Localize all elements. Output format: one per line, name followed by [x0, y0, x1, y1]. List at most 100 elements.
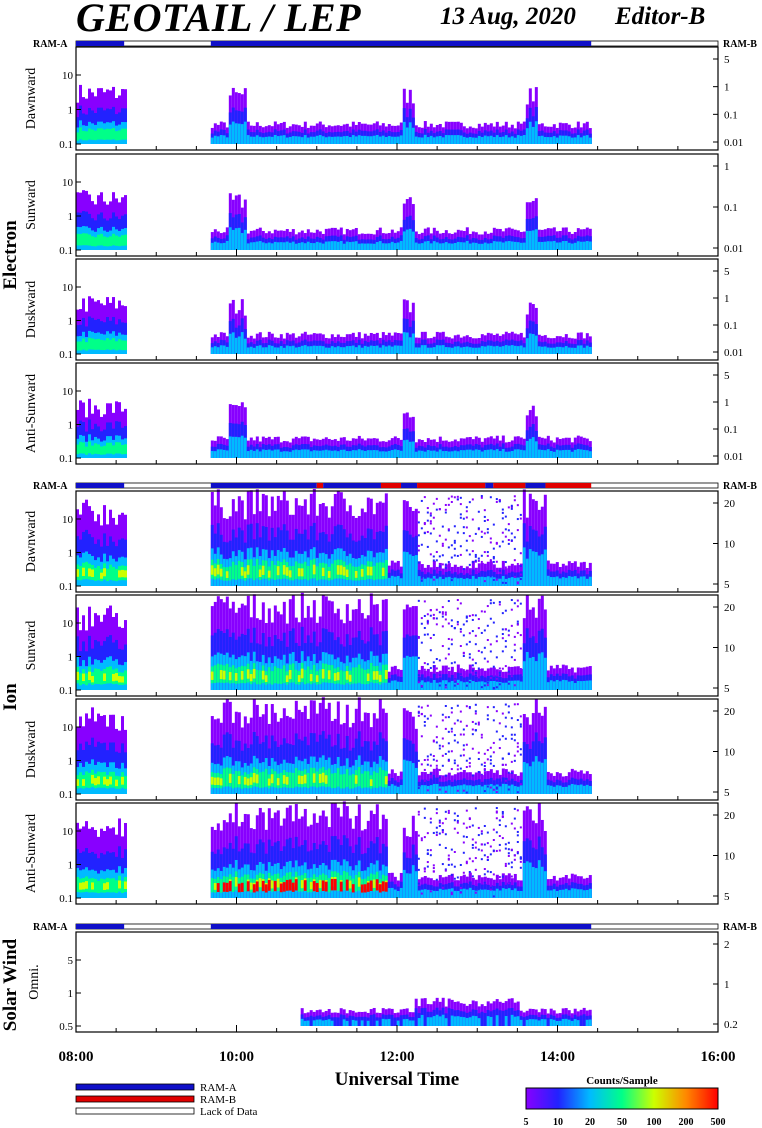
spectrum-dot — [429, 512, 432, 515]
spectrum-column — [405, 655, 409, 690]
spectrum-column — [549, 680, 553, 690]
spectrum-column — [510, 890, 514, 898]
spectrum-column — [564, 449, 568, 458]
spectrum-column — [417, 243, 421, 250]
spectrum-dot — [429, 532, 432, 535]
spectrum-dot — [483, 768, 486, 771]
spectrum-column — [537, 449, 541, 458]
spectrum-column — [88, 671, 91, 681]
spectrum-dot — [459, 771, 462, 774]
spectrum-dot — [453, 819, 456, 822]
spectrum-dot — [483, 761, 486, 764]
spectrum-dot — [498, 779, 501, 782]
spectrum-column — [576, 241, 580, 250]
spectrum-column — [480, 786, 484, 794]
spectrum-column — [510, 136, 514, 144]
spectrum-column — [345, 451, 349, 458]
spectrum-column — [447, 451, 451, 458]
spectrum-dot — [516, 745, 519, 748]
spectrum-column — [399, 887, 403, 898]
spectrum-column — [106, 128, 109, 140]
spectrum-column — [411, 333, 415, 354]
spectrum-column — [504, 241, 508, 250]
spectrum-dot — [462, 871, 465, 874]
spectrum-column — [516, 135, 520, 144]
spectrum-dot — [498, 674, 501, 677]
spectrum-column — [85, 771, 88, 788]
spectrum-dot — [519, 513, 522, 516]
spectrum-dot — [486, 842, 489, 845]
spectrum-column — [222, 449, 226, 458]
spectrum-dot — [504, 847, 507, 850]
spectrum-dot — [495, 710, 498, 713]
spectrum-column — [426, 240, 430, 250]
spectrum-dot — [462, 669, 465, 672]
spectrum-dot — [465, 620, 468, 623]
spectrum-dot — [513, 739, 516, 742]
spectrum-column — [324, 347, 328, 354]
spectrum-dot — [450, 711, 453, 714]
spectrum-column — [381, 881, 385, 892]
spectrum-column — [486, 345, 490, 354]
spectrum-dot — [423, 532, 426, 535]
spectrum-column — [246, 881, 250, 892]
spectrum-dot — [471, 780, 474, 783]
spectrum-dot — [420, 880, 423, 883]
spectrum-column — [465, 137, 469, 144]
spectrum-dot — [516, 620, 519, 623]
spectrum-column — [528, 862, 532, 898]
spectrum-column — [414, 451, 418, 458]
spectrum-column — [570, 451, 574, 458]
spectrum-dot — [429, 821, 432, 824]
spectrum-column — [273, 666, 277, 684]
spectrum-column — [393, 243, 397, 250]
spectrum-column — [474, 682, 478, 690]
spectrum-column — [121, 569, 124, 578]
spectrum-column — [234, 123, 238, 144]
spectrum-column — [354, 875, 358, 892]
spectrum-column — [432, 680, 436, 690]
spectrum-column — [510, 680, 514, 690]
spectrum-column — [339, 347, 343, 354]
spectrum-dot — [468, 640, 471, 643]
spectrum-column — [381, 770, 385, 788]
spectrum-dot — [507, 705, 510, 708]
spectrum-dot — [441, 829, 444, 832]
spectrum-column — [417, 450, 421, 458]
spectrum-column — [510, 450, 514, 458]
spectrum-column — [420, 137, 424, 144]
spectrum-column — [504, 888, 508, 898]
spectrum-column — [291, 772, 295, 788]
spectrum-dot — [420, 577, 423, 580]
spectrum-dot — [453, 684, 456, 687]
spectrum-column — [579, 681, 583, 690]
spectrum-column — [255, 774, 259, 784]
spectrum-column — [540, 241, 544, 250]
spectrum-column — [237, 883, 241, 893]
spectrum-dot — [417, 857, 420, 860]
spectrum-dot — [456, 620, 459, 623]
spectrum-column — [318, 242, 322, 250]
spectrum-dot — [495, 774, 498, 777]
spectrum-column — [306, 565, 310, 581]
spectrum-column — [303, 135, 307, 144]
spectrum-column — [540, 449, 544, 458]
spectrum-dot — [420, 887, 423, 890]
spectrum-column — [528, 766, 532, 794]
spectrum-dot — [417, 544, 420, 547]
spectrum-column — [363, 669, 367, 685]
spectrum-column — [585, 784, 589, 794]
spectrum-dot — [450, 662, 453, 665]
spectrum-dot — [489, 845, 492, 848]
spectrum-column — [564, 577, 568, 586]
spectrum-column — [339, 136, 343, 144]
spectrum-dot — [432, 831, 435, 834]
spectrum-dot — [483, 752, 486, 755]
spectrum-column — [216, 449, 220, 458]
spectrum-column — [522, 661, 526, 690]
spectrum-column — [85, 881, 88, 889]
spectrum-column — [249, 346, 253, 354]
spectrum-column — [357, 766, 361, 787]
spectrum-column — [124, 234, 127, 246]
spectrum-column — [432, 347, 436, 354]
